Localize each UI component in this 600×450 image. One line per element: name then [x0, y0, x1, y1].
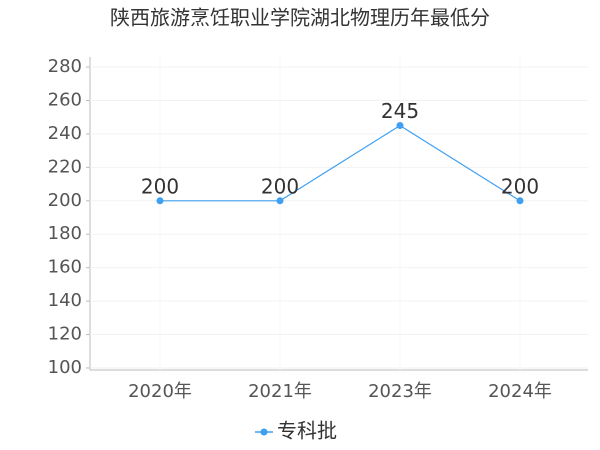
point — [276, 197, 284, 205]
line — [160, 124, 521, 202]
y-tick-label: 260 — [48, 89, 82, 110]
y-tick-label: 100 — [48, 357, 82, 378]
legend-marker — [260, 428, 268, 436]
data-label: 245 — [381, 99, 419, 123]
point — [156, 197, 164, 205]
x-tick-label: 2021年 — [248, 381, 312, 402]
chart-title: 陕西旅游烹饪职业学院湖北物理历年最低分 — [110, 6, 490, 30]
y-tick-label: 280 — [48, 56, 82, 77]
x-tick-label: 2024年 — [488, 381, 552, 402]
x-tick-label: 2020年 — [128, 381, 192, 402]
y-tick-label: 180 — [48, 223, 82, 244]
y-tick-label: 140 — [48, 290, 82, 311]
point — [516, 197, 524, 205]
data-label: 200 — [501, 174, 539, 198]
x-tick-label: 2023年 — [368, 381, 432, 402]
y-tick-label: 120 — [48, 324, 82, 345]
y-tick-label: 240 — [48, 123, 82, 144]
data-label: 200 — [261, 174, 299, 198]
y-tick-label: 200 — [48, 190, 82, 211]
point — [396, 122, 404, 130]
data-label: 200 — [141, 174, 179, 198]
legend-label: 专科批 — [277, 419, 337, 443]
y-tick-label: 220 — [48, 156, 82, 177]
y-tick-label: 160 — [48, 257, 82, 278]
